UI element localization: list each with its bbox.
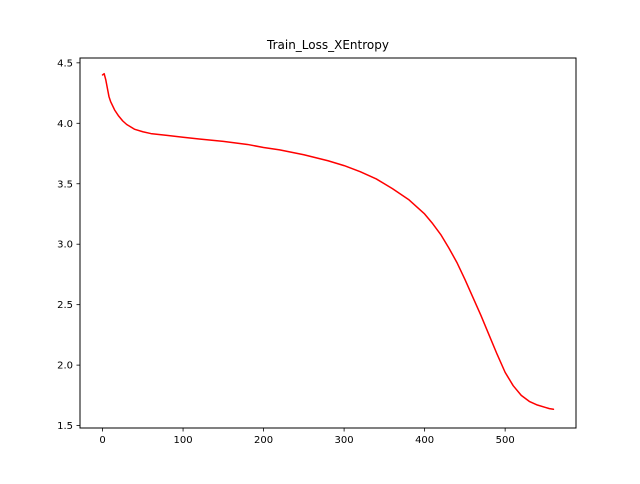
x-tick-label: 0 — [99, 435, 105, 446]
series-line-0 — [101, 72, 555, 411]
x-tick-label: 500 — [496, 435, 515, 446]
x-tick-label: 300 — [335, 435, 354, 446]
y-tick-label: 1.5 — [57, 421, 73, 432]
series-layer — [101, 72, 555, 411]
x-tick-label: 400 — [415, 435, 434, 446]
x-tick-label: 100 — [174, 435, 193, 446]
y-tick-label: 2.0 — [57, 361, 73, 372]
y-tick-label: 3.5 — [57, 179, 73, 190]
x-axis: 0 100 200 300 400 500 — [99, 428, 515, 446]
chart-title: Train_Loss_XEntropy — [266, 38, 389, 52]
y-tick-label: 3.0 — [57, 240, 73, 251]
y-tick-label: 4.5 — [57, 58, 73, 69]
x-tick-label: 200 — [254, 435, 273, 446]
y-tick-label: 2.5 — [57, 300, 73, 311]
y-axis: 1.5 2.0 2.5 3.0 3.5 4.0 4.5 — [57, 58, 80, 432]
y-tick-label: 4.0 — [57, 119, 73, 130]
plot-frame — [79, 57, 577, 429]
